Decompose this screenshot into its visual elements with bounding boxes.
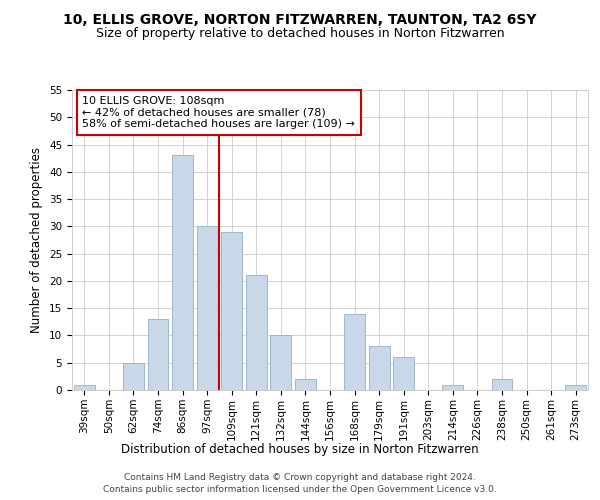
Bar bbox=[197, 226, 218, 390]
Bar bbox=[491, 379, 512, 390]
Bar bbox=[442, 384, 463, 390]
Bar bbox=[74, 384, 95, 390]
Text: Contains public sector information licensed under the Open Government Licence v3: Contains public sector information licen… bbox=[103, 485, 497, 494]
Bar bbox=[148, 319, 169, 390]
Text: 10, ELLIS GROVE, NORTON FITZWARREN, TAUNTON, TA2 6SY: 10, ELLIS GROVE, NORTON FITZWARREN, TAUN… bbox=[63, 12, 537, 26]
Text: 10 ELLIS GROVE: 108sqm
← 42% of detached houses are smaller (78)
58% of semi-det: 10 ELLIS GROVE: 108sqm ← 42% of detached… bbox=[82, 96, 355, 129]
Bar bbox=[295, 379, 316, 390]
Bar bbox=[271, 336, 292, 390]
Bar bbox=[368, 346, 389, 390]
Bar bbox=[565, 384, 586, 390]
Text: Size of property relative to detached houses in Norton Fitzwarren: Size of property relative to detached ho… bbox=[95, 28, 505, 40]
Bar bbox=[344, 314, 365, 390]
Text: Contains HM Land Registry data © Crown copyright and database right 2024.: Contains HM Land Registry data © Crown c… bbox=[124, 472, 476, 482]
Bar bbox=[246, 276, 267, 390]
Bar bbox=[221, 232, 242, 390]
Y-axis label: Number of detached properties: Number of detached properties bbox=[31, 147, 43, 333]
Bar bbox=[123, 362, 144, 390]
Bar bbox=[393, 358, 414, 390]
Bar bbox=[172, 156, 193, 390]
Text: Distribution of detached houses by size in Norton Fitzwarren: Distribution of detached houses by size … bbox=[121, 442, 479, 456]
